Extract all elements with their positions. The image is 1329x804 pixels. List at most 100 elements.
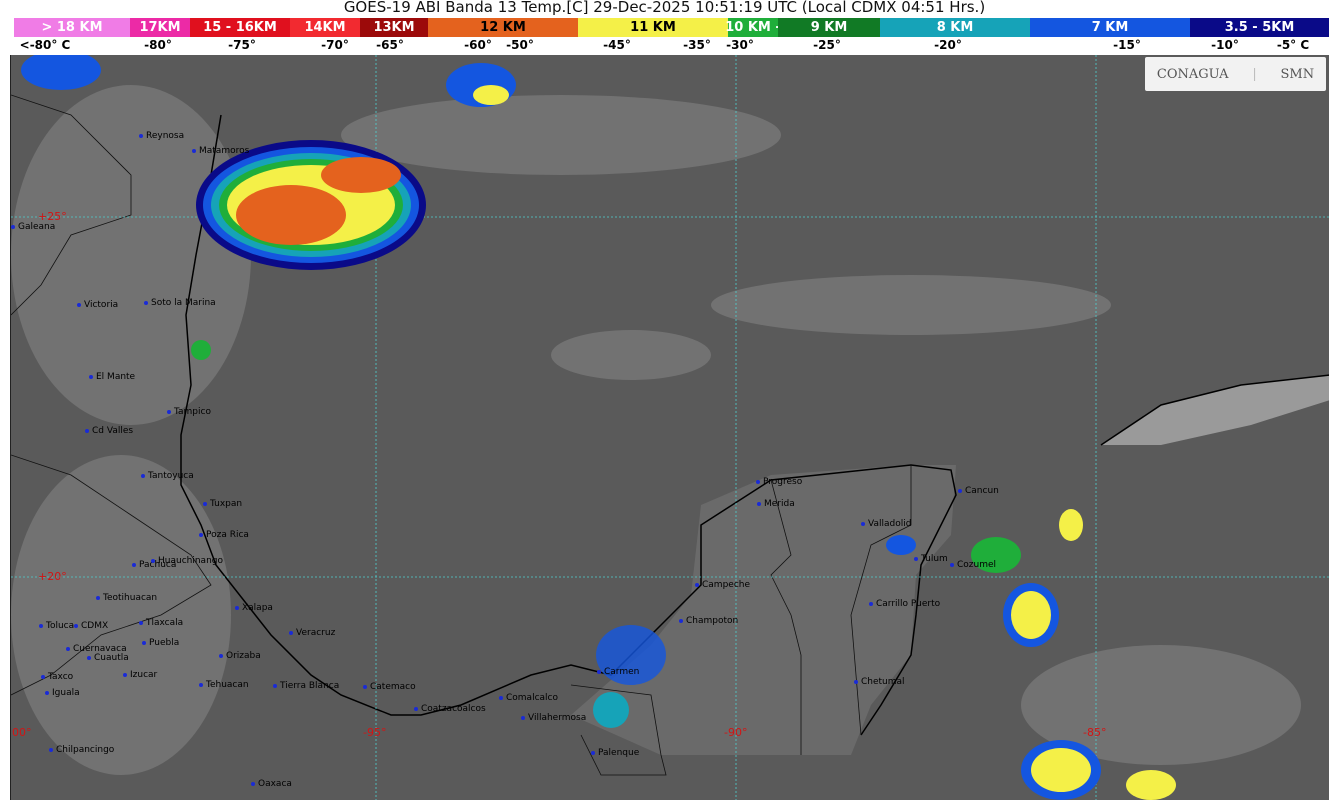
city-marker: Tantoyuca: [141, 471, 194, 481]
grid-coordinate-label: -100°: [11, 726, 32, 739]
city-name: Soto la Marina: [151, 298, 216, 308]
city-dot-icon: [49, 748, 53, 752]
city-marker: Tulum: [914, 554, 948, 564]
city-marker: Oaxaca: [251, 779, 292, 789]
city-dot-icon: [521, 716, 525, 720]
city-marker: Cozumel: [950, 560, 996, 570]
temperature-label: -60°: [464, 38, 492, 52]
city-dot-icon: [123, 673, 127, 677]
city-dot-icon: [950, 563, 954, 567]
city-name: Merida: [764, 499, 795, 509]
city-name: Poza Rica: [206, 530, 249, 540]
city-dot-icon: [199, 533, 203, 537]
city-dot-icon: [854, 680, 858, 684]
city-dot-icon: [139, 134, 143, 138]
city-marker: Cd Valles: [85, 426, 133, 436]
city-dot-icon: [87, 656, 91, 660]
grid-coordinate-label: -95°: [363, 726, 387, 739]
city-dot-icon: [958, 489, 962, 493]
city-marker: Matamoros: [192, 146, 249, 156]
city-dot-icon: [74, 624, 78, 628]
city-dot-icon: [167, 410, 171, 414]
city-dot-icon: [85, 429, 89, 433]
city-dot-icon: [41, 675, 45, 679]
city-marker: Palenque: [591, 748, 639, 758]
temperature-scale: <-80° C -80° -75° -70° -65° -60° -50° -45° -35° -…: [0, 37, 1329, 55]
city-marker: Taxco: [41, 672, 73, 682]
legend-segment: 8 KM: [880, 18, 1030, 37]
city-marker: Cuautla: [87, 653, 129, 663]
city-name: Carmen: [604, 667, 640, 677]
city-dot-icon: [289, 631, 293, 635]
temperature-label: -70°: [321, 38, 349, 52]
city-dot-icon: [597, 670, 601, 674]
city-marker: Galeana: [11, 222, 55, 232]
city-marker: Huauchinango: [151, 556, 223, 566]
city-name: Cancun: [965, 486, 999, 496]
city-dot-icon: [591, 751, 595, 755]
city-marker: El Mante: [89, 372, 135, 382]
legend-segment: 7 KM: [1030, 18, 1190, 37]
city-marker: Valladolid: [861, 519, 911, 529]
legend-segment: 3.5 - 5KM: [1190, 18, 1329, 37]
city-dot-icon: [251, 782, 255, 786]
city-dot-icon: [914, 557, 918, 561]
temperature-label: -30°: [726, 38, 754, 52]
city-dot-icon: [151, 559, 155, 563]
temperature-label: -20°: [934, 38, 962, 52]
grid-coordinate-label: -90°: [724, 726, 748, 739]
city-name: Cozumel: [957, 560, 997, 570]
city-name: Progreso: [763, 477, 803, 487]
city-dot-icon: [142, 641, 146, 645]
city-marker: Chilpancingo: [49, 745, 114, 755]
conagua-logo: CONAGUA: [1156, 66, 1229, 82]
city-name: Matamoros: [199, 146, 250, 156]
legend-segment: 12 KM: [428, 18, 578, 37]
city-dot-icon: [869, 602, 873, 606]
image-title: GOES-19 ABI Banda 13 Temp.[C] 29-Dec-202…: [343, 0, 986, 16]
city-dot-icon: [203, 502, 207, 506]
legend-segment: 15 - 16KM: [190, 18, 290, 37]
temperature-label: -75°: [228, 38, 256, 52]
city-marker: Villahermosa: [521, 713, 586, 723]
city-name: CDMX: [81, 621, 109, 631]
legend-segment: 14KM: [290, 18, 360, 37]
city-dot-icon: [144, 301, 148, 305]
city-marker: CDMX: [74, 621, 108, 631]
city-dot-icon: [66, 647, 70, 651]
state-borders: [11, 94, 912, 776]
city-marker: Champoton: [679, 616, 738, 626]
city-name: Taxco: [48, 672, 74, 682]
city-name: Catemaco: [370, 682, 416, 692]
city-marker: Merida: [757, 499, 795, 509]
cloud-texture: [11, 85, 1301, 775]
city-dot-icon: [695, 583, 699, 587]
city-dot-icon: [11, 225, 15, 229]
city-name: Cuautla: [94, 653, 129, 663]
city-marker: Izucar: [123, 670, 157, 680]
city-name: Tehuacan: [206, 680, 249, 690]
city-marker: Chetumal: [854, 677, 905, 687]
city-name: Chetumal: [861, 677, 905, 687]
color-scale-legend: > 18 KM 17KM 15 - 16KM 14KM 13KM 12 KM 11 KM 10…: [14, 18, 1329, 37]
city-name: Teotihuacan: [103, 593, 158, 603]
city-dot-icon: [861, 522, 865, 526]
city-dot-icon: [199, 683, 203, 687]
city-name: Palenque: [598, 748, 640, 758]
city-dot-icon: [219, 654, 223, 658]
city-name: Tampico: [174, 407, 211, 417]
city-dot-icon: [45, 691, 49, 695]
city-name: Reynosa: [146, 131, 185, 141]
city-name: Veracruz: [296, 628, 336, 638]
grid-coordinate-label: -85°: [1083, 726, 1107, 739]
city-name: Izucar: [130, 670, 158, 680]
satellite-map[interactable]: Reynosa Matamoros Galeana Victoria Soto la M…: [10, 55, 1329, 800]
city-name: Iguala: [52, 688, 80, 698]
city-name: Cuernavaca: [73, 644, 127, 654]
city-name: Comalcalco: [506, 693, 558, 703]
city-name: Campeche: [702, 580, 751, 590]
city-marker: Poza Rica: [199, 530, 249, 540]
city-name: Galeana: [18, 222, 56, 232]
city-marker: Catemaco: [363, 682, 416, 692]
temperature-label: -5° C: [1276, 38, 1310, 52]
